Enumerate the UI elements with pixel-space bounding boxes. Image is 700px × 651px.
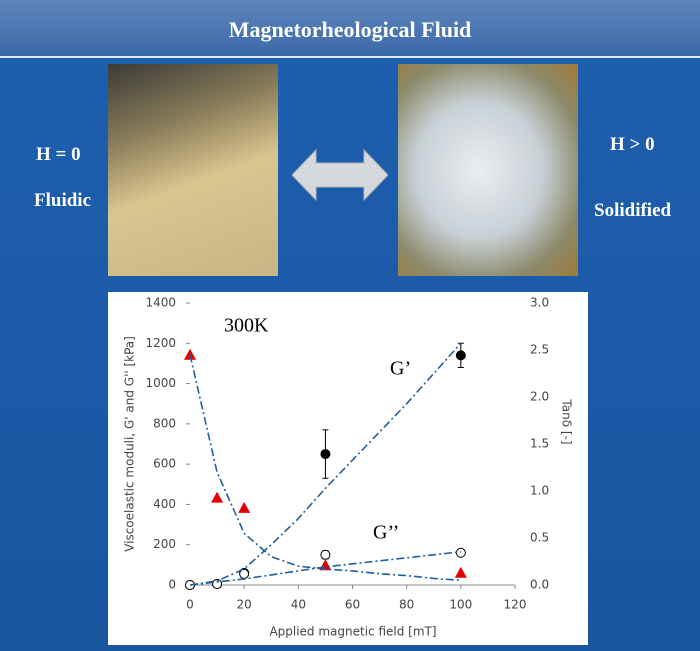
annotation: G’’ xyxy=(373,522,399,544)
circle-marker xyxy=(456,351,465,360)
x-tick-label: 20 xyxy=(237,598,252,612)
phase-label: Fluidic xyxy=(34,190,91,212)
y-tick-label: 200 xyxy=(153,537,176,551)
y2-tick-label: 0.0 xyxy=(530,578,549,592)
state-label: H = 0 xyxy=(36,144,81,166)
y-tick-label: 1000 xyxy=(145,376,176,390)
circle-marker xyxy=(456,548,465,557)
y2-tick-label: 1.0 xyxy=(530,484,549,498)
state-label: H > 0 xyxy=(610,134,655,156)
slide: Magnetorheological Fluid H = 0 Fluidic H… xyxy=(0,0,700,651)
triangle-marker xyxy=(238,502,250,513)
annotation: 300K xyxy=(224,315,269,337)
x-tick-label: 0 xyxy=(186,598,194,612)
circle-marker xyxy=(321,450,330,459)
circle-marker xyxy=(321,550,330,559)
x-tick-label: 100 xyxy=(449,598,472,612)
x-tick-label: 120 xyxy=(504,598,527,612)
y-tick-label: 0 xyxy=(168,578,176,592)
double-arrow xyxy=(292,148,388,202)
triangle-marker xyxy=(211,492,223,503)
y-tick-label: 800 xyxy=(153,416,176,430)
y2-tick-label: 3.0 xyxy=(530,296,549,310)
phase-label: Solidified xyxy=(594,200,671,222)
y-axis-label: Viscoelastic moduli, G' and G'' [kPa] xyxy=(123,336,137,552)
y-tick-label: 400 xyxy=(153,497,176,511)
triangle-marker xyxy=(455,567,467,578)
x-axis-label: Applied magnetic field [mT] xyxy=(269,625,436,639)
chart: 300K G’ G’’ Applied magnetic field [mT] … xyxy=(108,292,588,645)
y-tick-label: 1200 xyxy=(145,336,176,350)
y2-tick-label: 1.5 xyxy=(530,437,549,451)
x-tick-label: 80 xyxy=(399,598,414,612)
x-tick-label: 60 xyxy=(345,598,360,612)
y2-axis-label: Tanδ [-] xyxy=(560,398,574,444)
fluid-photo xyxy=(108,64,278,276)
x-tick-label: 40 xyxy=(291,598,306,612)
y2-tick-label: 0.5 xyxy=(530,531,549,545)
y2-tick-label: 2.5 xyxy=(530,343,549,357)
y-tick-label: 600 xyxy=(153,457,176,471)
y2-tick-label: 2.0 xyxy=(530,390,549,404)
annotation: G’ xyxy=(390,358,411,380)
y-tick-label: 1400 xyxy=(145,296,176,310)
solid-photo xyxy=(398,64,578,276)
slide-title: Magnetorheological Fluid xyxy=(0,0,700,58)
